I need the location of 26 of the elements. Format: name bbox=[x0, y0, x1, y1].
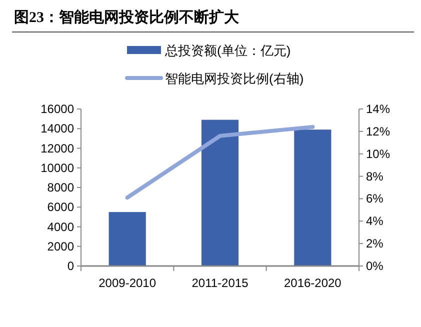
chart-title: 图23：智能电网投资比例不断扩大 bbox=[14, 8, 240, 26]
y-tick-label: 14000 bbox=[40, 122, 74, 136]
bar bbox=[108, 212, 146, 266]
y2-tick-label: 12% bbox=[366, 124, 390, 138]
y-tick-label: 10000 bbox=[40, 160, 74, 175]
y-tick-label: 12000 bbox=[40, 141, 74, 156]
y2-tick-label: 2% bbox=[366, 236, 384, 251]
y2-tick-label: 4% bbox=[366, 214, 384, 228]
y2-tick-label: 14% bbox=[366, 102, 390, 116]
x-tick-label: 2016-2020 bbox=[284, 276, 342, 290]
y2-tick-label: 8% bbox=[366, 169, 384, 184]
x-tick-label: 2009-2010 bbox=[98, 276, 156, 290]
y-tick-label: 2000 bbox=[47, 239, 74, 254]
y-tick-label: 4000 bbox=[47, 220, 74, 234]
legend-label: 总投资额(单位：亿元) bbox=[164, 43, 291, 58]
y-tick-label: 0 bbox=[67, 259, 74, 273]
y-tick-label: 8000 bbox=[47, 180, 74, 194]
y2-tick-label: 10% bbox=[366, 146, 390, 161]
y2-tick-label: 0% bbox=[366, 259, 384, 273]
x-tick-label: 2011-2015 bbox=[192, 276, 249, 290]
bar bbox=[201, 120, 239, 266]
legend-label: 智能电网投资比例(右轴) bbox=[165, 71, 304, 86]
bar bbox=[294, 130, 332, 266]
y-tick-label: 6000 bbox=[47, 200, 74, 214]
y2-tick-label: 6% bbox=[366, 192, 384, 206]
y-tick-label: 16000 bbox=[40, 102, 74, 116]
